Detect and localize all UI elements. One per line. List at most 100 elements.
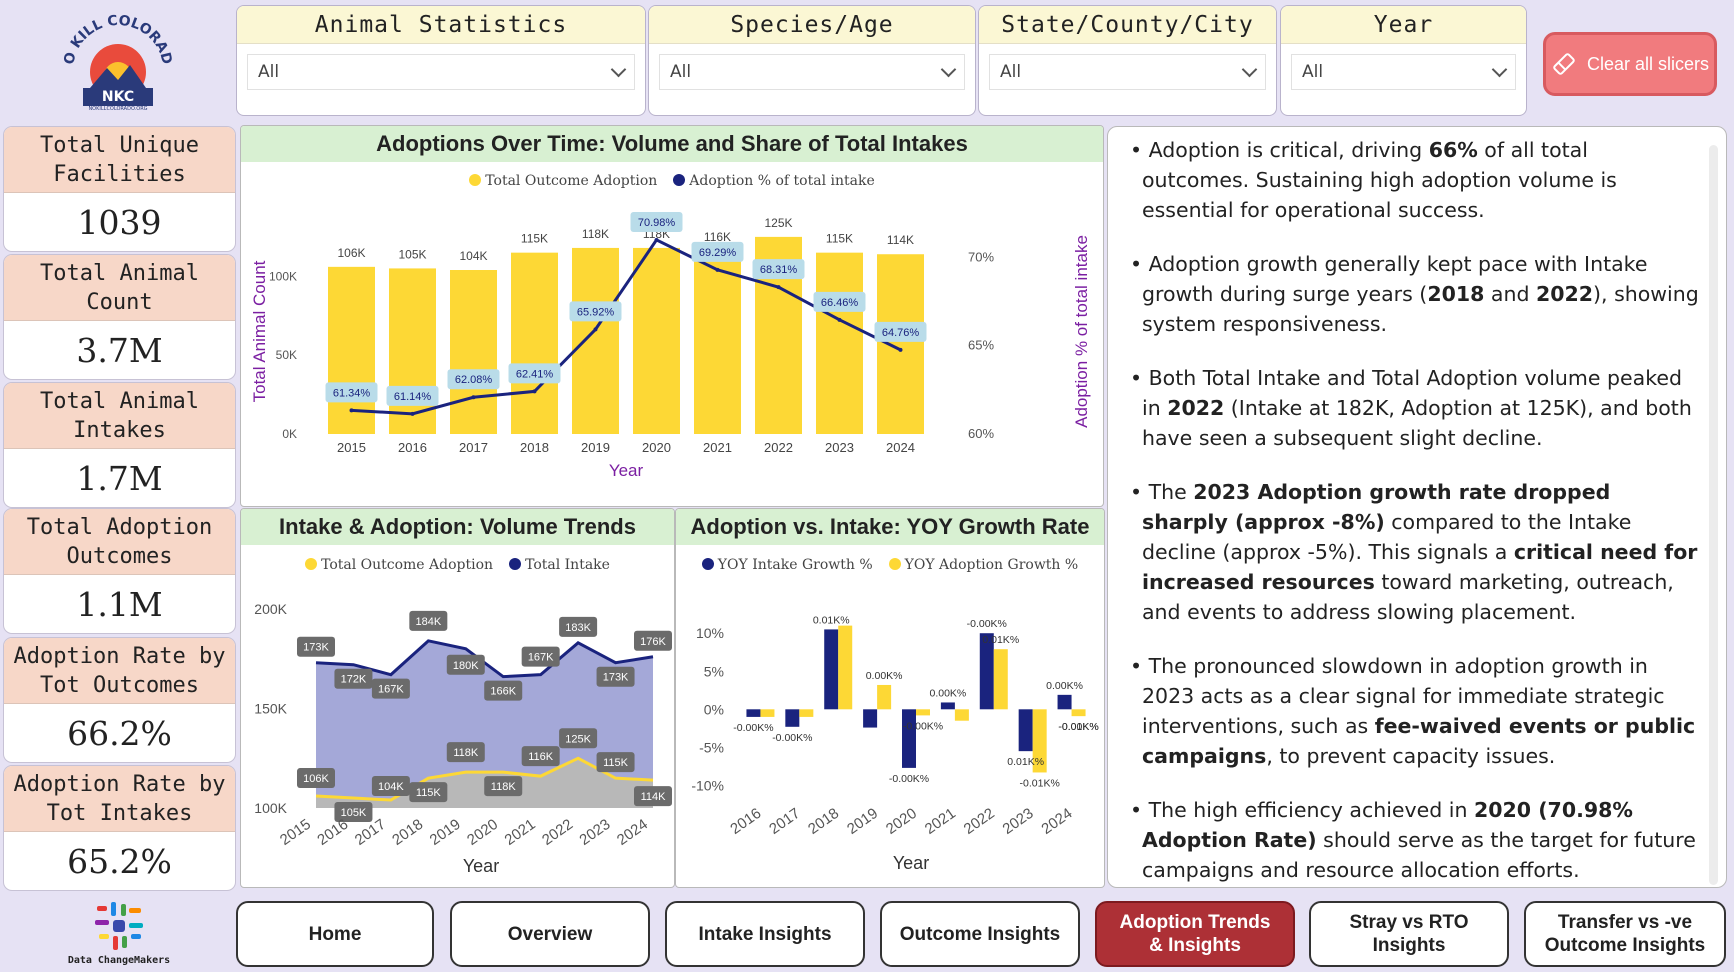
kpi-card-adoption-rate-intakes: Adoption Rate by Tot Intakes 65.2% <box>3 765 236 891</box>
intake-data-label-bg <box>446 654 485 675</box>
slicer-value: All <box>1302 62 1324 82</box>
pct-data-label-bg <box>508 363 561 384</box>
pct-data-label-bg <box>752 259 805 280</box>
slicer-dropdown[interactable]: All <box>247 54 635 90</box>
adoption-pct-point <box>837 317 842 322</box>
svg-text:NOKILLCOLORADO.ORG: NOKILLCOLORADO.ORG <box>88 106 147 112</box>
intake-data-label-bg <box>634 630 672 651</box>
nav-intake-insights-button[interactable]: Intake Insights <box>665 901 865 967</box>
intake-data-label-bg <box>297 636 335 657</box>
adoption-pct-point <box>776 285 781 290</box>
intake-adoption-volume-chart: Intake & Adoption: Volume Trends Total O… <box>240 508 675 888</box>
insight-item: • The 2023 Adoption growth rate dropped … <box>1130 480 1698 624</box>
chevron-down-icon <box>1241 61 1258 77</box>
intake-data-label-bg <box>334 668 373 689</box>
legend-label: Total Intake <box>525 557 610 573</box>
clear-button-label: Clear all slicers <box>1586 53 1710 74</box>
legend-dot-navy <box>701 558 714 570</box>
growth-data-label: -0.00K% <box>1058 721 1098 733</box>
slicer-title: Animal Statistics <box>237 6 645 44</box>
adoption-data-label-bg <box>596 752 635 773</box>
pct-data-label: 61.34% <box>333 387 371 399</box>
insights-scrollbar[interactable] <box>1709 145 1718 885</box>
intake-data-label: 167K <box>528 652 554 664</box>
kpi-title: Adoption Rate by Tot Outcomes <box>4 638 235 704</box>
legend-item: Adoption % of total intake <box>673 173 875 189</box>
clear-all-slicers-button[interactable]: Clear all slicers <box>1543 32 1717 96</box>
legend-label: Adoption % of total intake <box>689 173 875 189</box>
adoption-bar <box>511 252 558 434</box>
intake-growth-bar <box>902 709 916 768</box>
y-tick-label: 100K <box>269 269 297 283</box>
pct-data-label: 62.08% <box>455 374 493 386</box>
slicer-year: Year All <box>1280 5 1527 116</box>
pct-data-label: 65.92% <box>577 306 615 318</box>
x-tick-label: 2022 <box>961 805 998 838</box>
x-tick-label: 2021 <box>922 805 959 838</box>
adoption-growth-bar <box>1071 709 1086 717</box>
intake-growth-bar <box>824 629 839 710</box>
slicer-dropdown[interactable]: All <box>659 54 965 90</box>
pct-data-label: 62.41% <box>516 368 554 380</box>
nav-outcome-insights-button[interactable]: Outcome Insights <box>880 901 1080 967</box>
intake-data-label: 180K <box>453 660 479 672</box>
pct-data-label: 69.29% <box>699 247 737 259</box>
y-tick-label: 10% <box>696 625 724 641</box>
x-tick-label: 2018 <box>805 805 842 838</box>
insights-panel[interactable]: • Adoption is critical, driving 66% of a… <box>1107 126 1727 888</box>
chevron-down-icon <box>940 61 957 77</box>
adoption-data-label: 125K <box>565 733 591 745</box>
brand-mark-icon <box>95 902 143 950</box>
nav-overview-button[interactable]: Overview <box>450 901 650 967</box>
intake-data-label: 167K <box>378 684 404 696</box>
pct-data-label-bg <box>630 211 683 232</box>
kpi-value: 3.7M <box>76 331 163 370</box>
adoption-data-label: 116K <box>528 751 554 763</box>
bar-data-label: 106K <box>337 246 365 260</box>
y-tick-label: 150K <box>254 701 287 717</box>
nav-stray-rto-button[interactable]: Stray vs RTO Insights <box>1309 901 1509 967</box>
slicer-species-age: Species/Age All <box>648 5 976 116</box>
slicer-dropdown[interactable]: All <box>989 54 1266 90</box>
svg-text:NKC: NKC <box>102 89 134 105</box>
insight-item: • The high efficiency achieved in 2020 (… <box>1130 798 1696 882</box>
x-tick-label: 2020 <box>883 805 920 838</box>
nav-transfer-outcome-button[interactable]: Transfer vs -ve Outcome Insights <box>1524 901 1726 967</box>
eraser-icon <box>1553 53 1575 75</box>
kpi-value: 66.2% <box>67 714 172 753</box>
slicer-title: State/County/City <box>979 6 1276 44</box>
adoption-growth-bar <box>760 709 775 717</box>
adoption-pct-point <box>898 347 903 352</box>
kpi-title: Total Adoption Outcomes <box>4 509 235 575</box>
bar-data-label: 114K <box>887 233 914 247</box>
intake-growth-bar <box>1057 694 1072 710</box>
yoy-growth-plot: -10%-5%0%5%10%2016 2017 2018 2019 2020 2021 20… <box>691 614 1098 873</box>
chart-title: Adoption vs. Intake: YOY Growth Rate <box>676 509 1104 545</box>
x-axis-label: Year <box>609 461 644 480</box>
pct-data-label: 66.46% <box>821 297 859 309</box>
intake-data-label: 183K <box>565 622 591 634</box>
y2-tick-label: 65% <box>968 338 994 353</box>
adoption-data-label: 118K <box>453 747 479 759</box>
growth-data-label: 0.01K% <box>813 614 850 626</box>
nav-adoption-trends-button[interactable]: Adoption Trends & Insights <box>1095 901 1295 967</box>
x-tick-label: 2015 <box>277 816 314 849</box>
y-tick-label: 50K <box>276 348 297 362</box>
slicer-dropdown[interactable]: All <box>1291 54 1516 90</box>
no-kill-colorado-logo: NO KILL COLORADO NKC NOKILLCOLORADO.ORG <box>49 0 180 115</box>
kpi-card-adoption-rate-outcomes: Adoption Rate by Tot Outcomes 66.2% <box>3 637 236 763</box>
x-tick-label: 2017 <box>766 805 803 838</box>
x-tick-label: 2023 <box>1000 805 1037 838</box>
intake-data-label-bg <box>409 610 448 631</box>
intake-data-label-bg <box>559 616 598 637</box>
legend-dot-yellow <box>469 174 482 186</box>
adoption-data-label-bg <box>521 746 560 767</box>
intake-data-label-bg <box>371 678 410 699</box>
bar-data-label: 115K <box>521 232 548 246</box>
growth-data-label: 0.01K% <box>982 634 1019 646</box>
legend-label: YOY Intake Growth % <box>717 557 873 573</box>
pct-data-label-bg <box>386 385 439 406</box>
pct-data-label-bg <box>447 369 500 390</box>
nav-home-button[interactable]: Home <box>236 901 434 967</box>
y-tick-label: 0K <box>282 427 297 441</box>
